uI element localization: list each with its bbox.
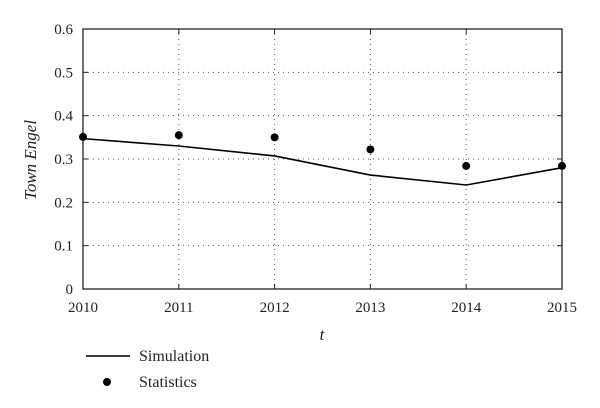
simulation-line — [82, 137, 563, 186]
statistics-point — [174, 131, 183, 140]
grid — [83, 29, 562, 289]
x-tick-label: 2010 — [68, 300, 98, 316]
legend-simulation-label: Simulation — [139, 348, 209, 365]
y-tick-label: 0 — [66, 282, 74, 298]
y-tick-label: 0.1 — [54, 239, 73, 255]
legend-statistics-marker — [103, 378, 111, 386]
statistics-point — [270, 133, 279, 142]
y-tick-label: 0.2 — [54, 195, 73, 211]
x-axis-label: t — [320, 325, 326, 344]
y-axis-label: Town Engel — [21, 120, 40, 200]
statistics-point — [462, 161, 471, 170]
y-tick-label: 0.5 — [54, 65, 73, 81]
legend-statistics-label: Statistics — [139, 374, 197, 391]
x-tick-label: 2015 — [547, 300, 577, 316]
statistics-point — [366, 145, 375, 154]
y-tick-label: 0.4 — [54, 109, 73, 125]
legend: Simulation Statistics — [86, 348, 209, 391]
series — [79, 131, 566, 186]
x-tick-label: 2014 — [451, 300, 482, 316]
statistics-point — [558, 161, 566, 170]
y-tick-label: 0.6 — [54, 22, 73, 38]
x-tick-label: 2011 — [164, 300, 193, 316]
y-tick-label: 0.3 — [54, 152, 73, 168]
x-tick-label: 2013 — [355, 300, 385, 316]
x-tick-label: 2012 — [260, 300, 290, 316]
statistics-point — [79, 132, 87, 141]
plot-frame — [82, 28, 563, 290]
axis-ticks: 2010 2011 2012 2013 2014 2015 0 0.1 0.2 0.3 0.4 0.5… — [54, 22, 577, 316]
